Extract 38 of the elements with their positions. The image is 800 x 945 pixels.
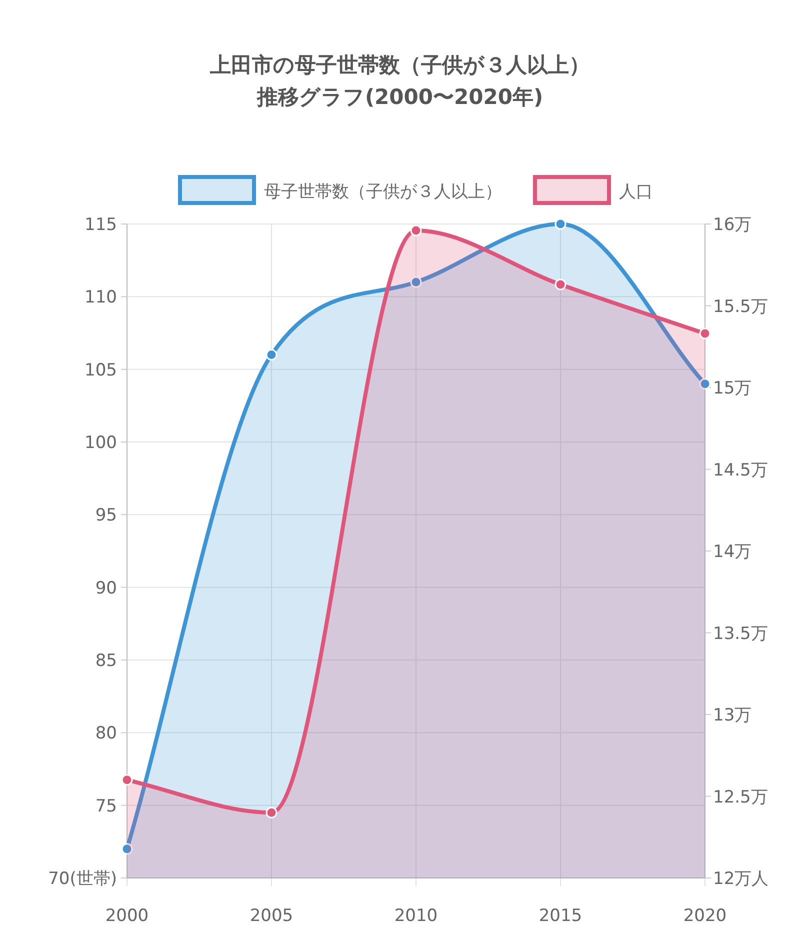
y2-tick-label: 12万人	[713, 869, 769, 889]
y2-tick-label: 13.5万	[713, 624, 768, 644]
y-tick-label: 115	[84, 215, 117, 235]
x-tick-label: 2010	[394, 906, 438, 926]
y-tick-label: 75	[95, 796, 117, 816]
point	[699, 328, 711, 340]
y2-tick-label: 14.5万	[713, 460, 768, 480]
y-tick-label: 80	[95, 724, 117, 744]
point	[554, 218, 566, 230]
point	[121, 843, 133, 855]
legend-label: 母子世帯数（子供が３人以上）	[264, 182, 502, 202]
x-tick-label: 2020	[683, 906, 727, 926]
point	[266, 806, 278, 818]
y2-tick-label: 16万	[713, 215, 752, 235]
y-tick-label: 95	[95, 506, 117, 526]
y-tick-label: 90	[95, 578, 117, 598]
y2-tick-label: 14万	[713, 542, 752, 562]
y-tick-label: 85	[95, 651, 117, 671]
x-tick-label: 2000	[105, 906, 149, 926]
y-tick-label: 105	[84, 360, 117, 380]
point	[699, 378, 711, 390]
point	[554, 278, 566, 290]
x-tick-label: 2005	[250, 906, 294, 926]
y-tick-label: 100	[84, 433, 117, 453]
y-tick-label: 70(世帯)	[48, 869, 117, 889]
chart-title: 上田市の母子世帯数（子供が３人以上）	[209, 53, 590, 77]
x-tick-label: 2015	[538, 906, 582, 926]
point	[266, 349, 278, 361]
y-tick-label: 110	[84, 288, 117, 308]
point	[121, 774, 133, 786]
point	[410, 276, 422, 288]
y2-tick-label: 13万	[713, 706, 752, 726]
y2-tick-label: 15.5万	[713, 296, 768, 317]
legend-label: 人口	[619, 182, 653, 202]
point	[410, 224, 422, 236]
y2-tick-label: 12.5万	[713, 787, 768, 808]
y2-tick-label: 15万	[713, 378, 752, 398]
chart-subtitle: 推移グラフ(2000〜2020年)	[256, 85, 544, 109]
